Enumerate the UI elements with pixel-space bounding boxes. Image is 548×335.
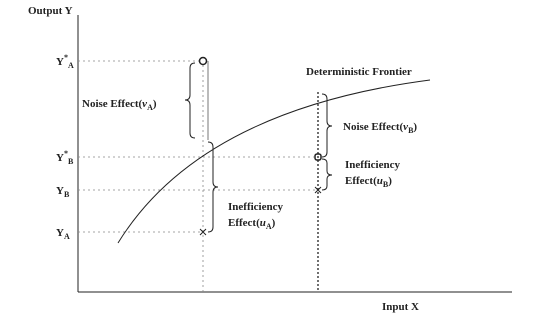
label-sub: A [68,61,74,70]
brace [184,62,196,139]
label-sub: B [68,157,74,166]
annotation-text: Inefficiency [228,201,283,213]
brace [321,158,333,191]
annotation-sub: A [147,103,153,112]
annotations: Noise Effect(vA)Noise Effect(vB)Ineffici… [82,98,417,231]
annotation-sub: B [383,180,389,189]
annotation-close: ) [272,217,276,229]
label-sup: * [64,149,68,158]
y-label: Y*B [56,149,74,166]
axes [77,15,512,293]
frontier-label: Deterministic Frontier [306,66,412,78]
annotation: Noise Effect(vB) [343,121,417,135]
annotation-text: Effect( [228,217,260,229]
annotation: Effect(uB) [345,175,392,189]
label-sub: A [64,232,70,241]
y-label: Y*A [56,53,74,70]
annotation-text: Inefficiency [345,159,400,171]
y-label: YB [56,185,70,199]
label-base: Y [56,185,64,197]
annotation-close: ) [388,175,392,187]
label-base: Y [56,227,64,239]
annotation: Noise Effect(vA) [82,98,157,112]
annotation-var: v [403,121,408,133]
annotation-close: ) [153,98,157,110]
guides [78,60,318,292]
label-sup: * [64,53,68,62]
annotation-var: v [142,98,147,110]
annotation-text: Noise Effect( [82,98,143,110]
brace [207,141,219,233]
annotation-var: u [260,217,266,229]
annotation-sub: B [408,126,414,135]
braces [184,62,333,233]
annotation-sub: A [266,222,272,231]
annotation: Inefficiency [228,201,283,213]
label-base: Y [56,152,64,164]
annotation-var: u [377,175,383,187]
y-axis-label: Output Y [28,5,73,17]
y-label: YA [56,227,70,241]
annotation-text: Effect( [345,175,377,187]
annotation-text: Noise Effect( [343,121,404,133]
annotation: Inefficiency [345,159,400,171]
cross [199,228,207,236]
point [198,56,208,66]
label-base: Y [56,56,64,68]
brace [321,93,333,158]
label-sub: B [64,190,70,199]
annotation: Effect(uA) [228,217,276,231]
cross [314,186,322,194]
annotation-close: ) [413,121,417,133]
point [314,153,322,161]
frontier-curve [117,79,431,244]
x-axis-label: Input X [382,301,419,313]
